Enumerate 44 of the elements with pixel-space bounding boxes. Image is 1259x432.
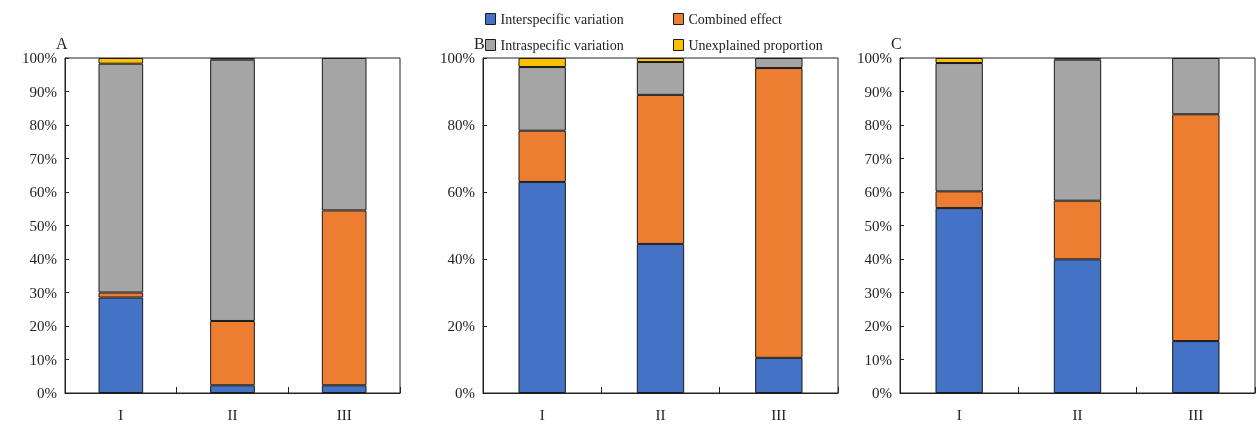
x-tick-label: II — [655, 406, 666, 423]
y-tick-label: 10% — [864, 351, 892, 368]
y-tick-label: 80% — [29, 117, 57, 133]
y-tick-label: 70% — [864, 150, 892, 167]
x-tick-label: III — [336, 406, 352, 423]
x-tick-label: II — [1072, 406, 1083, 423]
y-tick-label: 60% — [864, 184, 892, 200]
y-tick-label: 50% — [29, 217, 57, 234]
y-tick-label: 30% — [29, 284, 57, 301]
y-tick-label: 0% — [872, 385, 892, 401]
y-tick-label: 100% — [857, 50, 892, 66]
y-tick-label: 100% — [22, 50, 57, 66]
y-tick-label: 0% — [37, 385, 57, 401]
y-tick-label: 20% — [864, 318, 892, 334]
legend-label: Intraspecific variation — [500, 37, 624, 53]
y-tick-label: 40% — [864, 251, 892, 267]
x-tick-label: I — [118, 406, 124, 423]
y-tick-label: 80% — [447, 117, 475, 133]
y-tick-label: 90% — [29, 83, 57, 100]
y-tick-label: 20% — [29, 318, 57, 334]
y-tick-label: 100% — [440, 50, 475, 66]
legend-label: Interspecific variation — [500, 11, 624, 27]
chart-title: C — [891, 34, 902, 52]
y-tick-label: 60% — [29, 184, 57, 200]
y-tick-label: 0% — [455, 385, 475, 401]
chart-title: A — [56, 34, 68, 52]
x-tick-label: I — [956, 406, 962, 423]
y-tick-label: 40% — [29, 251, 57, 267]
x-tick-label: I — [539, 406, 545, 423]
chart-title: B — [474, 34, 485, 52]
y-tick-label: 30% — [864, 284, 892, 301]
y-tick-label: 80% — [864, 117, 892, 133]
x-tick-label: II — [227, 406, 238, 423]
y-tick-label: 50% — [864, 217, 892, 234]
y-tick-label: 90% — [864, 83, 892, 100]
y-tick-label: 20% — [447, 318, 475, 334]
y-tick-label: 70% — [29, 150, 57, 167]
legend-label: Unexplained proportion — [688, 37, 823, 53]
legend-label: Combined effect — [688, 11, 783, 27]
x-tick-label: III — [771, 406, 787, 423]
x-tick-label: III — [1188, 406, 1204, 423]
y-tick-label: 60% — [447, 184, 475, 200]
y-tick-label: 40% — [447, 251, 475, 267]
y-tick-label: 10% — [29, 351, 57, 368]
